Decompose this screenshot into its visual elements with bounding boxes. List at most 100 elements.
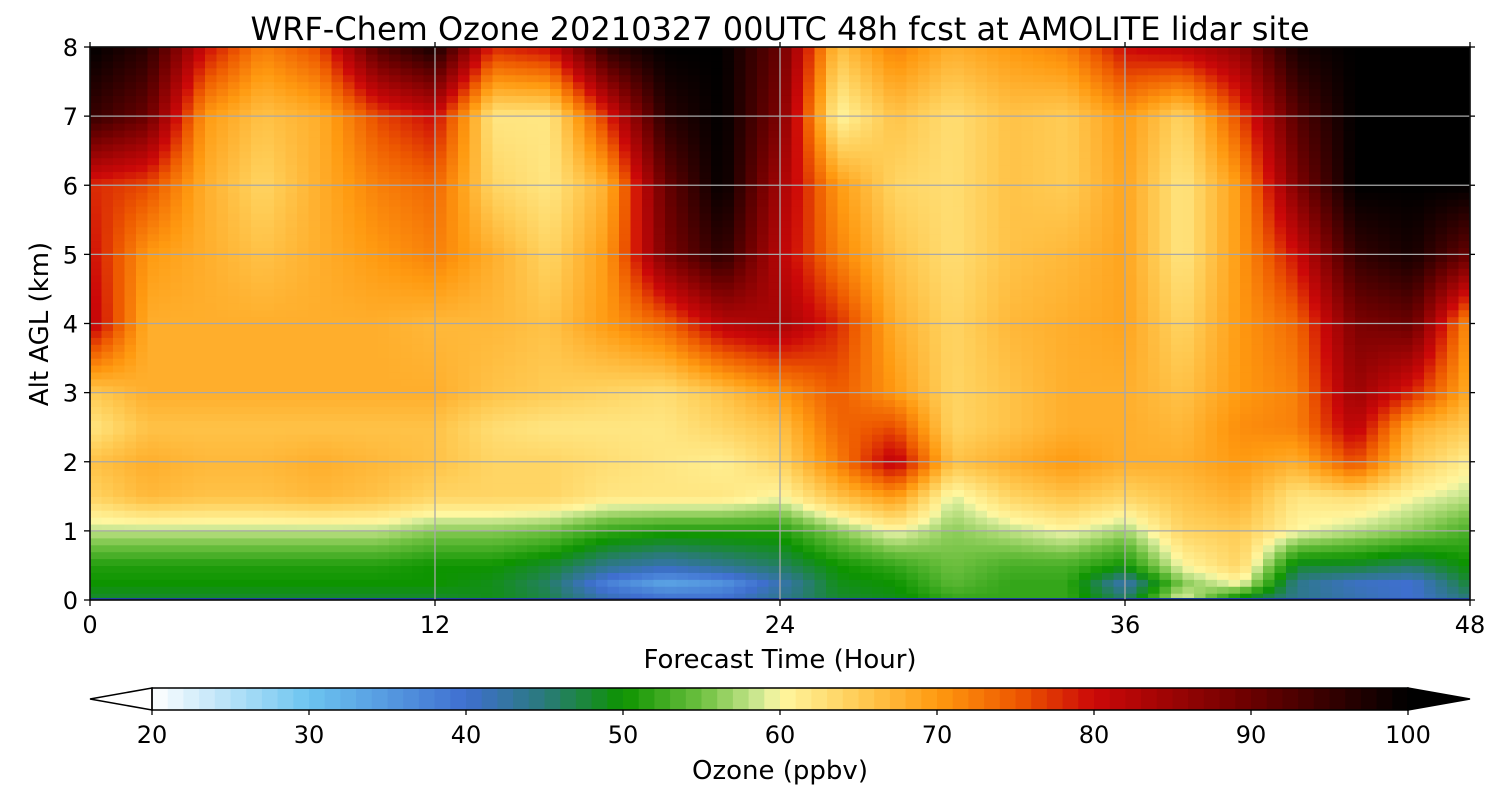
heatmap-cell	[596, 47, 609, 55]
heatmap-cell	[101, 205, 114, 214]
heatmap-cell	[101, 454, 114, 463]
heatmap-cell	[262, 67, 275, 76]
heatmap-cell	[630, 275, 643, 283]
heatmap-cell	[538, 344, 551, 352]
heatmap-cell	[791, 496, 804, 504]
heatmap-cell	[734, 60, 747, 69]
heatmap-cell	[642, 192, 655, 200]
heatmap-cell	[377, 136, 390, 145]
heatmap-cell	[216, 295, 229, 304]
heatmap-cell	[228, 482, 241, 490]
heatmap-cell	[354, 337, 367, 345]
heatmap-cell	[308, 558, 321, 567]
heatmap-cell	[642, 254, 655, 262]
heatmap-cell	[630, 586, 643, 594]
heatmap-cell	[481, 205, 494, 214]
heatmap-cell	[596, 337, 609, 345]
heatmap-cell	[780, 517, 793, 525]
heatmap-cell	[630, 199, 643, 207]
heatmap-cell	[722, 282, 735, 290]
heatmap-cell	[768, 572, 781, 580]
heatmap-cell	[538, 261, 551, 269]
heatmap-cell	[446, 88, 459, 96]
heatmap-cell	[400, 185, 413, 193]
heatmap-cell	[354, 60, 367, 69]
heatmap-cell	[412, 226, 425, 235]
heatmap-cell	[216, 579, 229, 587]
heatmap-cell	[780, 199, 793, 207]
heatmap-cell	[170, 364, 183, 373]
heatmap-cell	[400, 164, 413, 173]
heatmap-cell	[550, 544, 563, 553]
heatmap-cell	[251, 530, 264, 539]
heatmap-cell	[780, 254, 793, 262]
heatmap-cell	[412, 199, 425, 207]
heatmap-cell	[711, 427, 724, 435]
heatmap-cell	[435, 109, 448, 117]
heatmap-cell	[354, 475, 367, 484]
heatmap-cell	[642, 226, 655, 235]
heatmap-cell	[366, 593, 379, 600]
heatmap-cell	[492, 178, 505, 186]
heatmap-cell	[688, 295, 701, 304]
heatmap-cell	[113, 461, 126, 470]
heatmap-cell	[607, 129, 620, 138]
heatmap-cell	[688, 192, 701, 200]
heatmap-cell	[113, 171, 126, 179]
heatmap-cell	[642, 544, 655, 553]
heatmap-cell	[412, 60, 425, 69]
heatmap-cell	[320, 74, 333, 83]
heatmap-cell	[205, 523, 218, 532]
heatmap-cell	[699, 282, 712, 290]
heatmap-cell	[573, 268, 586, 276]
heatmap-cell	[285, 240, 298, 249]
heatmap-cell	[343, 413, 356, 421]
heatmap-cell	[757, 282, 770, 290]
heatmap-cell	[182, 192, 195, 200]
heatmap-cell	[389, 551, 402, 560]
heatmap-cell	[607, 136, 620, 145]
heatmap-cell	[205, 88, 218, 96]
heatmap-cell	[515, 171, 528, 179]
heatmap-cell	[239, 95, 252, 103]
heatmap-cell	[642, 309, 655, 318]
heatmap-cell	[469, 523, 482, 532]
heatmap-cell	[343, 586, 356, 594]
heatmap-cell	[366, 240, 379, 249]
heatmap-cell	[354, 579, 367, 587]
heatmap-cell	[423, 427, 436, 435]
heatmap-cell	[354, 143, 367, 152]
heatmap-cell	[423, 337, 436, 345]
heatmap-cell	[757, 226, 770, 235]
heatmap-cell	[216, 164, 229, 173]
heatmap-cell	[251, 358, 264, 366]
heatmap-cell	[469, 275, 482, 283]
heatmap-cell	[377, 268, 390, 276]
heatmap-cell	[147, 74, 160, 83]
heatmap-cell	[573, 447, 586, 456]
heatmap-cell	[366, 192, 379, 200]
heatmap-cell	[412, 454, 425, 463]
heatmap-cell	[216, 586, 229, 594]
heatmap-cell	[101, 344, 114, 352]
heatmap-cell	[538, 129, 551, 138]
heatmap-cell	[596, 136, 609, 145]
heatmap-cell	[285, 586, 298, 594]
heatmap-cell	[147, 385, 160, 394]
heatmap-cell	[262, 558, 275, 567]
heatmap-cell	[630, 60, 643, 69]
heatmap-cell	[561, 530, 574, 539]
heatmap-cell	[228, 537, 241, 546]
heatmap-cell	[343, 171, 356, 179]
heatmap-cell	[274, 482, 287, 490]
heatmap-cell	[665, 371, 678, 380]
heatmap-cell	[492, 537, 505, 546]
heatmap-cell	[791, 67, 804, 76]
heatmap-cell	[596, 551, 609, 560]
heatmap-cell	[630, 219, 643, 228]
heatmap-cell	[239, 254, 252, 262]
heatmap-cell	[596, 282, 609, 290]
heatmap-cell	[435, 468, 448, 477]
heatmap-cell	[642, 205, 655, 214]
heatmap-cell	[435, 136, 448, 145]
